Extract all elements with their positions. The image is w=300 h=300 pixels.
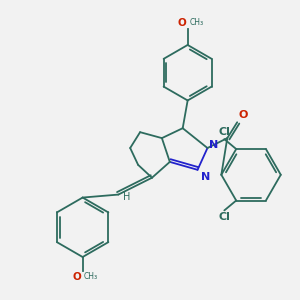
Text: O: O <box>178 18 187 28</box>
Text: CH₃: CH₃ <box>190 18 204 27</box>
Text: H: H <box>123 192 130 202</box>
Text: N: N <box>209 140 219 150</box>
Text: CH₃: CH₃ <box>84 272 98 281</box>
Text: O: O <box>238 110 248 120</box>
Text: O: O <box>73 272 82 282</box>
Text: Cl: Cl <box>218 127 230 137</box>
Text: N: N <box>200 172 210 182</box>
Text: Cl: Cl <box>218 212 230 222</box>
